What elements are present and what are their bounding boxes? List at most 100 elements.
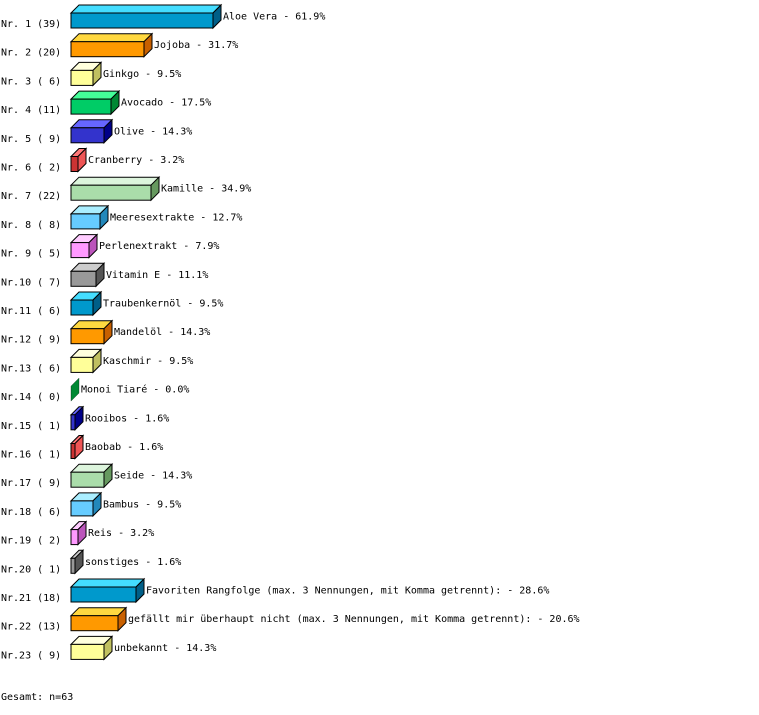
bar-row: Nr.22 (13) gefällt mir überhaupt nicht (m… bbox=[1, 606, 580, 633]
row-label: Nr.16 ( 1) bbox=[1, 450, 61, 461]
bar-side bbox=[99, 204, 109, 231]
bar-side bbox=[88, 233, 98, 259]
bar-side bbox=[92, 491, 102, 518]
bar-front bbox=[70, 98, 112, 115]
bar-row: Nr.11 ( 6) Traubenkernöl - 9.5% bbox=[1, 290, 223, 317]
row-label: Nr.14 ( 0) bbox=[1, 392, 61, 403]
bar-front bbox=[70, 328, 105, 345]
bar-front bbox=[70, 242, 90, 259]
row-label: Nr. 9 ( 5) bbox=[1, 249, 61, 260]
bar-value-label: Favoriten Rangfolge (max. 3 Nennungen, m… bbox=[146, 586, 549, 597]
bar-side bbox=[103, 118, 113, 145]
bar-front bbox=[70, 414, 76, 431]
bar-side bbox=[92, 61, 102, 87]
row-label: Nr.17 ( 9) bbox=[1, 478, 61, 489]
bar-side bbox=[143, 32, 153, 58]
bar-value-label: Kaschmir - 9.5% bbox=[103, 356, 193, 367]
row-label: Nr.22 (13) bbox=[1, 622, 61, 633]
bar-value-label: Jojoba - 31.7% bbox=[154, 40, 238, 51]
bar-row: Nr. 7 (22) Kamille - 34.9% bbox=[1, 175, 251, 202]
bar-side bbox=[212, 3, 222, 30]
bar-front bbox=[70, 299, 94, 316]
bar-row: Nr.20 ( 1) sonstiges - 1.6% bbox=[1, 549, 181, 575]
row-label: Nr.15 ( 1) bbox=[1, 421, 61, 432]
row-label: Nr.12 ( 9) bbox=[1, 335, 61, 346]
bar-value-label: Mandelöl - 14.3% bbox=[114, 327, 210, 338]
bar-side bbox=[117, 606, 127, 632]
row-label: Nr.10 ( 7) bbox=[1, 277, 61, 288]
bar-value-label: Vitamin E - 11.1% bbox=[106, 270, 208, 281]
bar-front bbox=[70, 184, 152, 201]
bar-side bbox=[77, 520, 87, 546]
bar-front bbox=[70, 529, 79, 546]
bar-front bbox=[70, 586, 137, 603]
bar-side bbox=[110, 89, 120, 116]
total-count: Gesamt: n=63 bbox=[1, 692, 74, 703]
bar-side bbox=[103, 635, 113, 661]
bar-front bbox=[70, 443, 76, 459]
bar-front bbox=[70, 156, 79, 172]
bar-value-label: Meeresextrakte - 12.7% bbox=[110, 212, 242, 223]
bar-side bbox=[77, 147, 87, 173]
bar-value-label: Avocado - 17.5% bbox=[121, 98, 211, 109]
bar-value-label: Rooibos - 1.6% bbox=[85, 413, 169, 424]
row-label: Nr. 8 ( 8) bbox=[1, 220, 61, 231]
bar-row: Nr. 9 ( 5) Perlenextrakt - 7.9% bbox=[1, 233, 219, 260]
bar-row: Nr. 5 ( 9) Olive - 14.3% bbox=[1, 118, 192, 145]
bar-side bbox=[74, 549, 84, 575]
bar-value-label: Reis - 3.2% bbox=[88, 528, 154, 539]
bar-row: Nr.13 ( 6) Kaschmir - 9.5% bbox=[1, 348, 193, 374]
row-label: Nr.23 ( 9) bbox=[1, 650, 61, 661]
row-label: Nr. 5 ( 9) bbox=[1, 134, 61, 145]
bar-front bbox=[70, 41, 145, 58]
bar-value-label: Perlenextrakt - 7.9% bbox=[99, 241, 219, 252]
bar-side bbox=[103, 319, 113, 345]
bar-side bbox=[92, 348, 102, 374]
bar-front bbox=[70, 471, 105, 488]
bar-value-label: Bambus - 9.5% bbox=[103, 499, 181, 510]
bar-row: Nr.23 ( 9) unbekannt - 14.3% bbox=[1, 635, 216, 661]
row-label: Nr. 3 ( 6) bbox=[1, 76, 61, 87]
bar-row: Nr.14 ( 0) Monoi Tiaré - 0.0% bbox=[1, 377, 189, 403]
row-label: Nr.11 ( 6) bbox=[1, 306, 61, 317]
bar-side bbox=[74, 405, 84, 432]
bar-row: Nr. 4 (11) Avocado - 17.5% bbox=[1, 89, 211, 116]
bar-value-label: Kamille - 34.9% bbox=[161, 184, 251, 195]
bar-row: Nr.21 (18) Favoriten Rangfolge (max. 3 Ne… bbox=[1, 577, 549, 604]
row-label: Nr.13 ( 6) bbox=[1, 363, 61, 374]
bar-side bbox=[150, 175, 160, 202]
bar-top bbox=[69, 176, 161, 186]
bar-front bbox=[70, 615, 119, 632]
bar-row: Nr. 8 ( 8) Meeresextrakte - 12.7% bbox=[1, 204, 242, 231]
row-label: Nr. 4 (11) bbox=[1, 105, 61, 116]
bar-row: Nr.12 ( 9) Mandelöl - 14.3% bbox=[1, 319, 210, 346]
bar-value-label: unbekannt - 14.3% bbox=[114, 643, 216, 654]
row-label: Nr. 6 ( 2) bbox=[1, 163, 61, 174]
bar-side bbox=[135, 577, 145, 604]
bar-front bbox=[70, 557, 76, 574]
row-label: Nr. 1 (39) bbox=[1, 19, 61, 30]
bar-value-label: Olive - 14.3% bbox=[114, 126, 192, 137]
bar-front bbox=[70, 270, 97, 287]
bar-side bbox=[74, 434, 84, 460]
bar-value-label: Baobab - 1.6% bbox=[85, 442, 163, 453]
bar-chart: Nr. 1 (39) Aloe Vera - 61.9% Nr. 2 (20) Joj… bbox=[1, 3, 580, 661]
bar-value-label: sonstiges - 1.6% bbox=[85, 557, 181, 568]
row-label: Nr. 2 (20) bbox=[1, 48, 61, 59]
bar-side bbox=[92, 290, 102, 317]
row-label: Nr. 7 (22) bbox=[1, 191, 61, 202]
bar-row: Nr.18 ( 6) Bambus - 9.5% bbox=[1, 491, 181, 518]
bar-front bbox=[70, 69, 94, 86]
bar-row: Nr. 1 (39) Aloe Vera - 61.9% bbox=[1, 3, 325, 30]
bar-value-label: gefällt mir überhaupt nicht (max. 3 Nenn… bbox=[128, 614, 580, 625]
bar-front bbox=[70, 500, 94, 517]
bar-row: Nr.16 ( 1) Baobab - 1.6% bbox=[1, 434, 163, 461]
row-label: Nr.19 ( 2) bbox=[1, 536, 61, 547]
bar-side bbox=[70, 377, 80, 402]
bar-top bbox=[69, 33, 154, 43]
bar-row: Nr.17 ( 9) Seide - 14.3% bbox=[1, 462, 192, 489]
bar-top bbox=[69, 607, 128, 617]
bar-value-label: Traubenkernöl - 9.5% bbox=[103, 299, 223, 310]
bar-side bbox=[103, 462, 113, 489]
bar-value-label: Seide - 14.3% bbox=[114, 471, 192, 482]
